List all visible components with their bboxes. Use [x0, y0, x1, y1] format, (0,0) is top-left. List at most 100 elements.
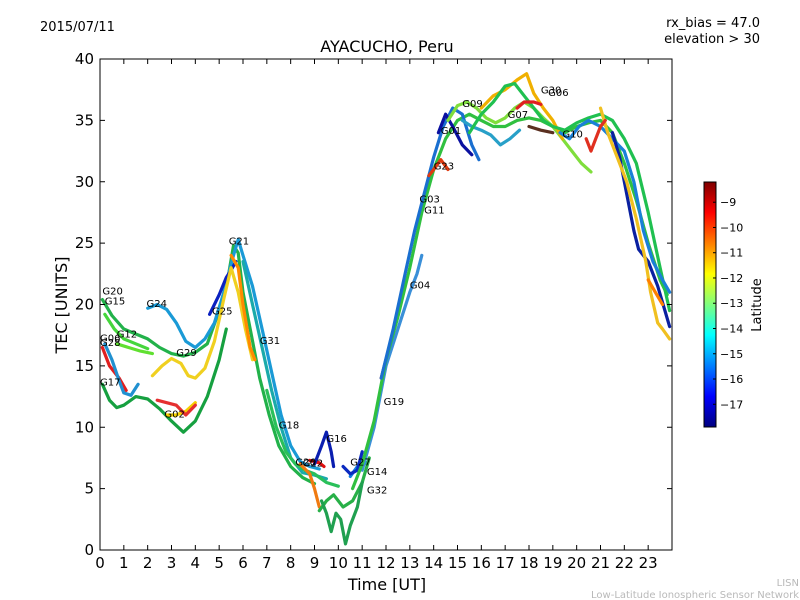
x-tick-label-10: 10: [329, 554, 348, 572]
satellite-label-3: G25: [212, 306, 232, 317]
series-line-33: [610, 131, 672, 329]
satellite-label-20: G04: [410, 281, 430, 292]
y-tick-label-6: 30: [75, 173, 94, 191]
series-line-31: [515, 100, 543, 110]
x-axis: 0 1 2 3 4 5 6 7 8 9 10 11 12 13 14 15 16 17 18 19 20 21 22 23: [95, 59, 658, 572]
x-tick-label-21: 21: [591, 554, 610, 572]
colorbar-tick-label-6: −15: [720, 348, 743, 361]
series-group: [100, 72, 672, 546]
series-line-34: [598, 106, 672, 341]
series-line-22: [360, 253, 424, 472]
x-tick-label-0: 0: [95, 554, 105, 572]
y-tick-label-1: 5: [84, 480, 94, 498]
colorbar-tick-label-4: −13: [720, 297, 743, 310]
series-line-29: [479, 72, 564, 141]
y-axis: 0 5 10 15 20 25 30 35 40: [75, 50, 672, 559]
y-tick-label-5: 25: [75, 234, 94, 252]
y-tick-label-8: 40: [75, 50, 94, 68]
satellite-label-16: G27: [350, 457, 370, 468]
x-tick-label-18: 18: [519, 554, 538, 572]
series-line-2: [146, 237, 321, 471]
y-tick-label-3: 15: [75, 357, 94, 375]
series-line-0: [100, 244, 317, 486]
series-line-30: [467, 82, 672, 313]
series-line-7: [115, 342, 154, 356]
chart-title: AYACUCHO, Peru: [320, 37, 453, 56]
series-line-9: [165, 401, 197, 417]
satellite-label-23: G01: [441, 126, 461, 137]
series-line-36: [646, 278, 665, 307]
satellite-label-26: G07: [508, 110, 528, 121]
colorbar-tick-label-5: −14: [720, 322, 743, 335]
satellite-label-15: G16: [326, 434, 346, 445]
series-line-35: [584, 118, 607, 153]
x-tick-label-23: 23: [639, 554, 658, 572]
satellite-label-24: G23: [434, 162, 454, 173]
series-line-18: [341, 450, 364, 476]
x-tick-label-22: 22: [615, 554, 634, 572]
series-line-5: [100, 345, 128, 392]
satellite-label-19: G19: [384, 397, 404, 408]
colorbar-tick-label-8: −17: [720, 398, 743, 411]
series-line-25: [436, 112, 474, 157]
satellite-label-21: G03: [419, 195, 439, 206]
satellite-label-0: G20: [102, 287, 122, 298]
colorbar-label: Latitude: [750, 278, 765, 332]
satellite-label-1: G15: [105, 297, 125, 308]
x-tick-label-12: 12: [376, 554, 395, 572]
colorbar-tick-label-7: −16: [720, 373, 743, 386]
series-line-37: [527, 124, 555, 135]
colorbar-tick-label-2: −11: [720, 247, 743, 260]
colorbar-ticks: −9 −10 −11 −12 −13 −14 −15 −16 −17: [713, 196, 743, 411]
satellite-label-10: G21: [229, 236, 249, 247]
x-axis-label: Time [UT]: [347, 575, 426, 594]
satellite-label-14: G22: [303, 459, 323, 470]
series-line-26: [427, 158, 450, 178]
satellite-label-18: G32: [367, 486, 387, 497]
series-line-3: [208, 259, 238, 316]
series-line-14: [298, 462, 321, 509]
series-line-20: [320, 480, 364, 546]
series-line-16: [312, 430, 336, 469]
colorbar: [703, 181, 717, 428]
y-tick-label-0: 0: [84, 541, 94, 559]
x-tick-label-20: 20: [567, 554, 586, 572]
info-rx-bias: rx_bias = 47.0: [666, 16, 760, 31]
x-tick-label-7: 7: [262, 554, 272, 572]
satellite-label-25: G09: [462, 99, 482, 110]
x-tick-label-13: 13: [400, 554, 419, 572]
satellite-label-9: G02: [164, 409, 184, 420]
y-axis-label: TEC [UNITS]: [52, 257, 71, 355]
colorbar-tick-label-3: −12: [720, 272, 743, 285]
y-tick-label-4: 20: [75, 296, 94, 314]
date-label: 2015/07/11: [40, 20, 115, 35]
x-tick-label-9: 9: [310, 554, 320, 572]
credit-long: Low-Latitude Ionospheric Sensor Network: [591, 590, 799, 600]
satellite-label-27: G30: [541, 85, 561, 96]
series-line-8: [100, 327, 228, 434]
x-tick-label-15: 15: [448, 554, 467, 572]
info-elevation: elevation > 30: [664, 32, 760, 47]
satellite-label-6: G12: [117, 330, 137, 341]
satellite-label-7: G29: [176, 348, 196, 359]
series-line-11: [229, 253, 257, 362]
x-tick-label-3: 3: [167, 554, 177, 572]
satellite-label-29: G10: [562, 130, 582, 141]
x-tick-label-17: 17: [496, 554, 515, 572]
series-line-1: [103, 312, 150, 351]
series-line-15: [308, 458, 326, 469]
x-tick-label-11: 11: [353, 554, 372, 572]
colorbar-tick-label-1: −10: [720, 221, 743, 234]
satellite-label-4: G06: [100, 333, 120, 344]
y-tick-label-7: 35: [75, 111, 94, 129]
satellite-label-13: G26: [295, 457, 315, 468]
series-line-13: [265, 388, 340, 488]
satellite-label-5: G28: [100, 338, 120, 349]
x-tick-label-19: 19: [543, 554, 562, 572]
satellite-label-2: G24: [147, 299, 167, 310]
satellite-label-22: G11: [424, 206, 444, 217]
x-tick-label-8: 8: [286, 554, 296, 572]
credit-short: LISN: [777, 578, 799, 589]
